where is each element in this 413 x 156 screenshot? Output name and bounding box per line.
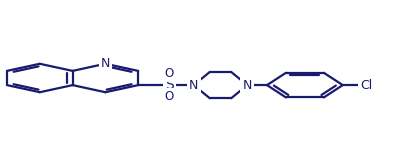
Text: O: O bbox=[164, 90, 174, 103]
Text: N: N bbox=[242, 79, 252, 92]
Text: S: S bbox=[165, 78, 173, 92]
Text: N: N bbox=[101, 57, 110, 70]
Text: O: O bbox=[164, 67, 174, 80]
Text: Cl: Cl bbox=[360, 79, 372, 92]
Text: N: N bbox=[189, 79, 198, 92]
